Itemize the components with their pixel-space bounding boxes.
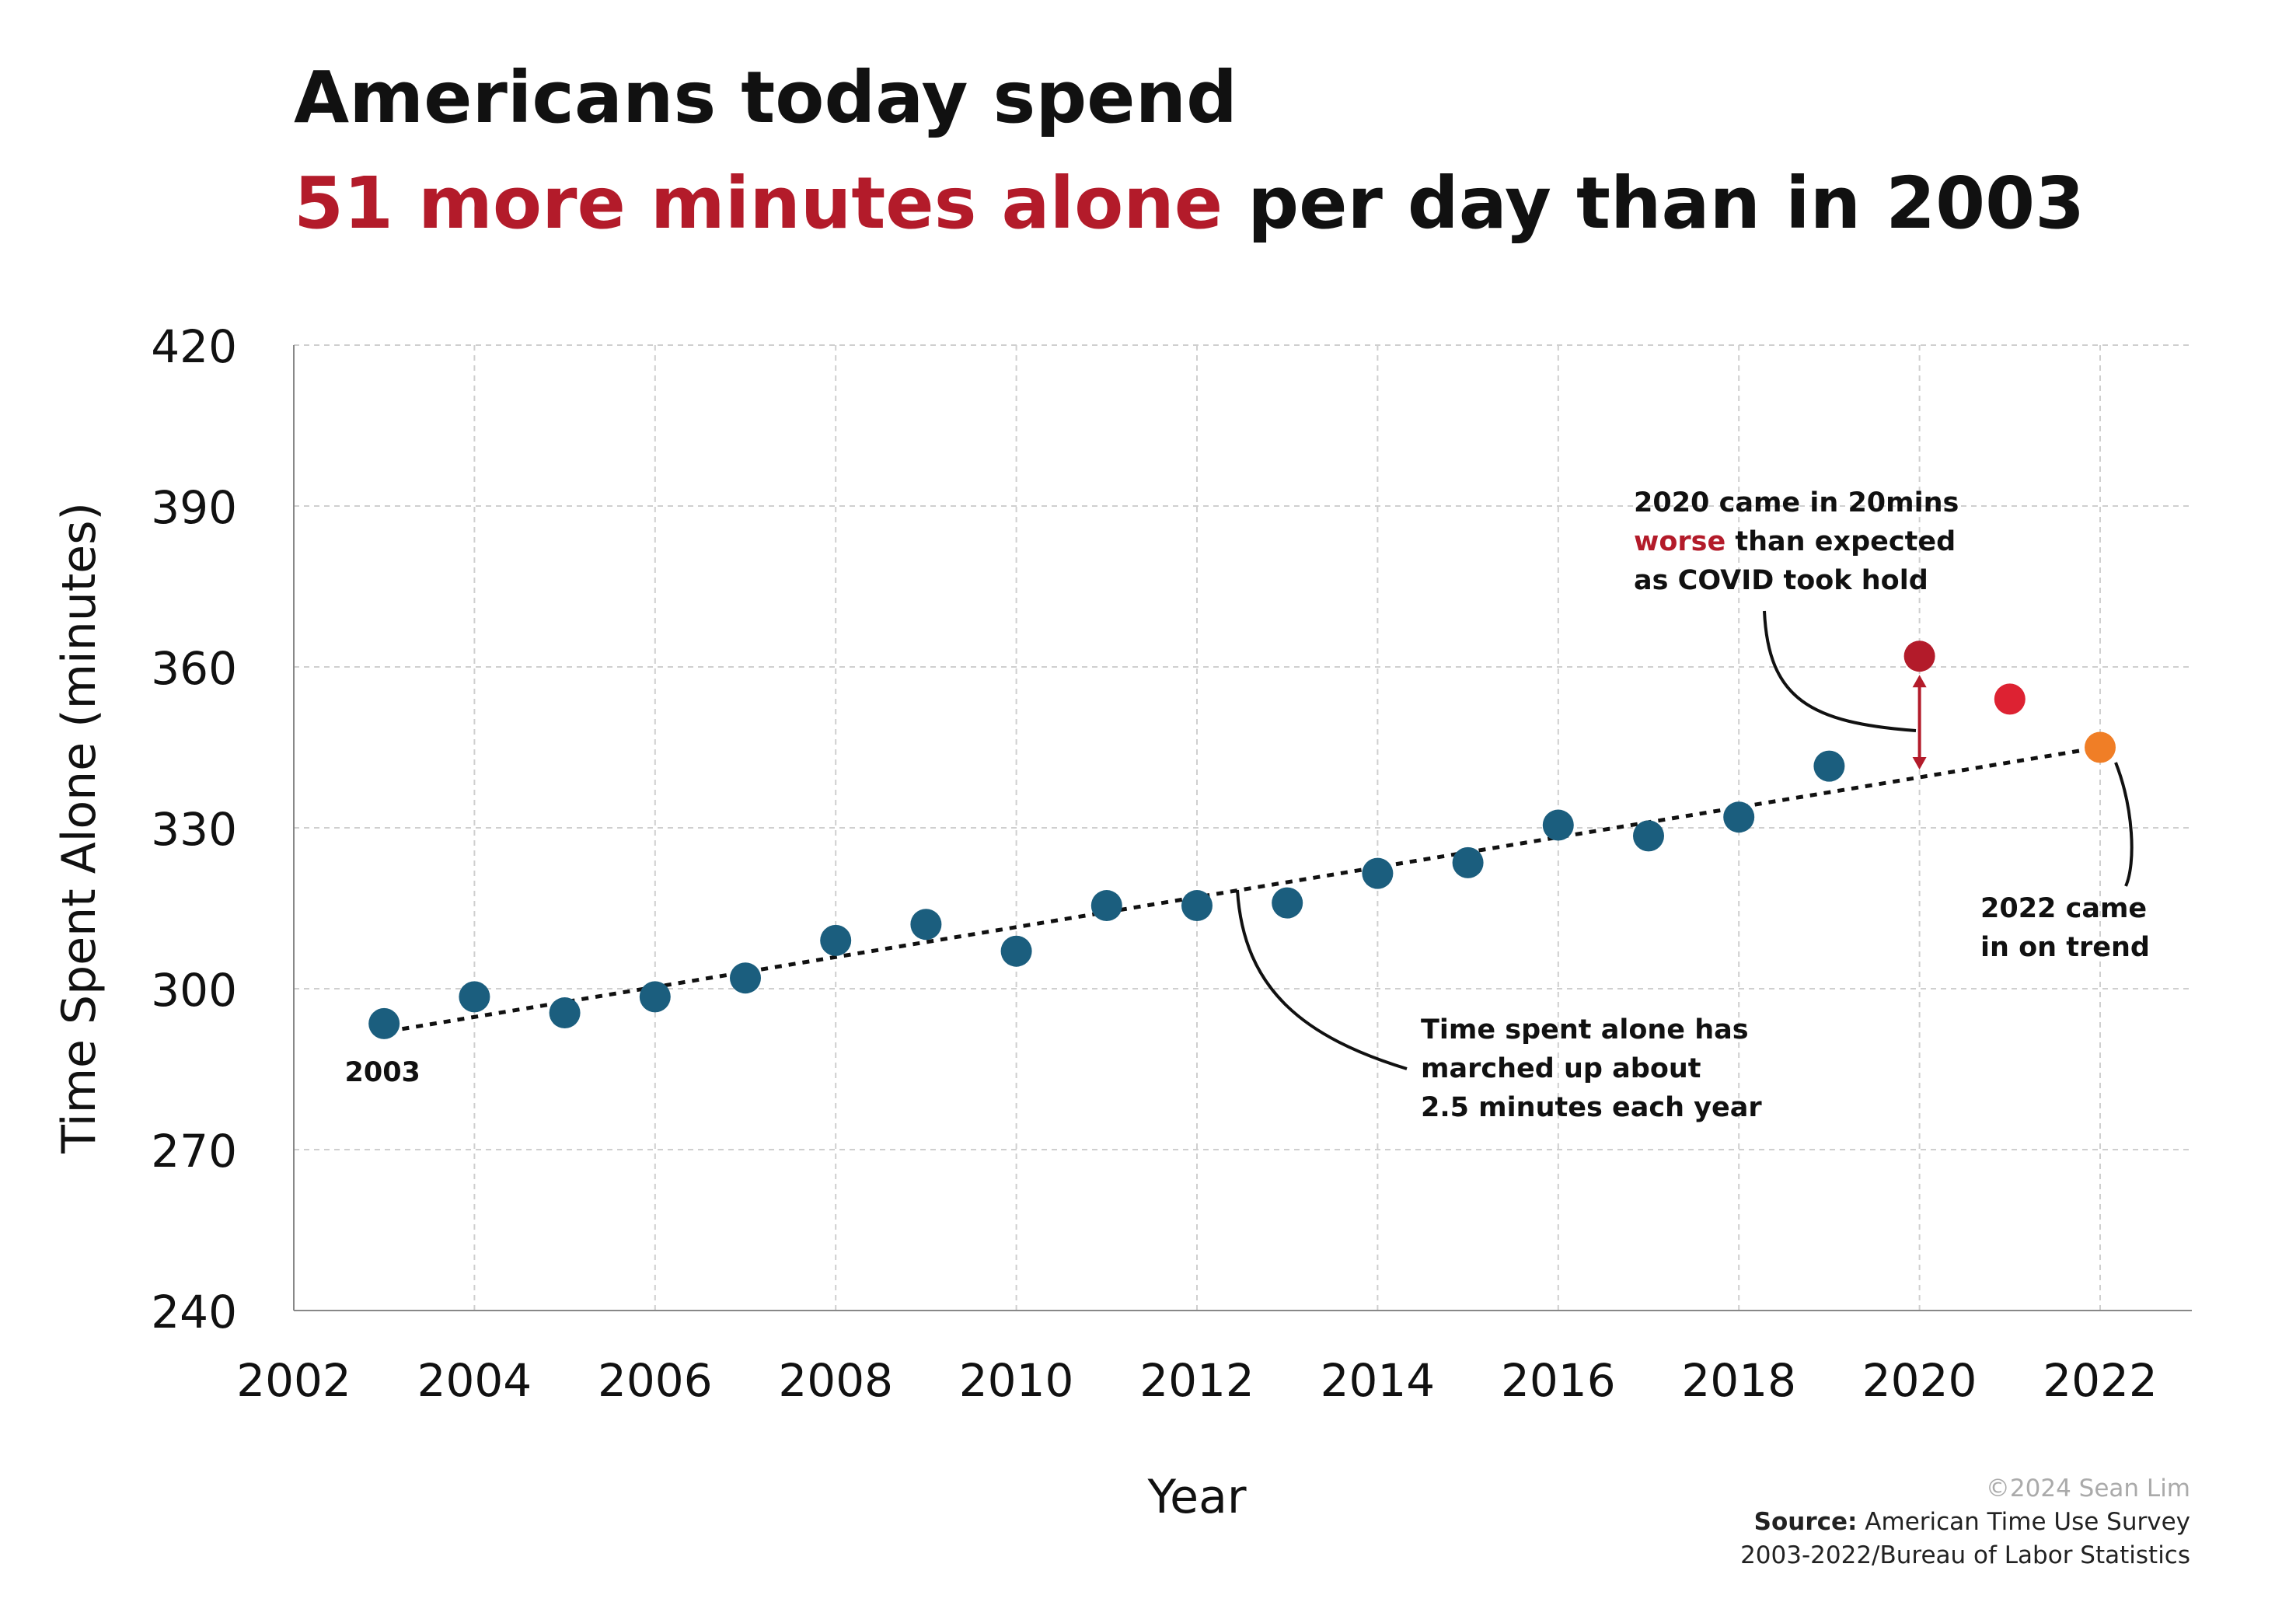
tick-labels: 240 270 300 330 360 390 420 2002 2004 2006 2008 201… [151, 320, 2158, 1407]
y-tick-label: 300 [151, 964, 237, 1017]
data-point [1994, 683, 2026, 715]
data-point [820, 924, 852, 956]
x-tick-label: 2004 [417, 1354, 532, 1407]
data-point [368, 1007, 400, 1039]
data-point [1362, 857, 1394, 889]
x-tick-label: 2006 [598, 1354, 713, 1407]
data-point [459, 981, 490, 1013]
data-point [2085, 731, 2116, 763]
data-point [730, 962, 761, 994]
y-tick-label: 420 [151, 320, 237, 373]
data-point [910, 909, 942, 941]
covid-annotation: 2020 came in 20mins worse than expected … [1634, 487, 1969, 596]
data-point [1633, 820, 1664, 852]
x-tick-label: 2002 [236, 1354, 351, 1407]
data-point [549, 997, 581, 1029]
x-tick-label: 2022 [2043, 1354, 2158, 1407]
data-point [1542, 809, 1574, 841]
axes [293, 345, 2192, 1311]
x-tick-label: 2012 [1139, 1354, 1254, 1407]
chart-title-line-2: 51 more minutes alone per day than in 20… [294, 168, 2085, 239]
x-tick-label: 2020 [1862, 1354, 1977, 1407]
data-point [1723, 801, 1755, 833]
trend-annotation: Time spent alone has marched up about 2.… [1421, 1014, 1762, 1123]
y-tick-label: 240 [151, 1286, 237, 1339]
data-points [368, 640, 2116, 1039]
trend-connector [1236, 889, 1408, 1070]
worse-highlight: worse [1634, 526, 1725, 557]
title-highlight: 51 more minutes alone [294, 162, 1223, 245]
covid-arrow-head-up [1912, 675, 1927, 688]
on-trend-connector [2114, 762, 2134, 887]
data-point [1272, 887, 1303, 919]
x-tick-label: 2008 [778, 1354, 893, 1407]
source-period: 2003-2022/Bureau of Labor Statistics [1740, 1541, 2190, 1569]
on-trend-annotation: 2022 came in on trend [1980, 893, 2156, 963]
data-point [1813, 750, 1845, 782]
covid-arrow-head-down [1912, 757, 1927, 770]
annotations: 2020 came in 20mins worse than expected … [344, 487, 2156, 1123]
covid-connector [1763, 610, 1917, 732]
source-text: American Time Use Survey [1857, 1508, 2190, 1536]
trendline-group [402, 675, 2101, 1031]
data-point [1452, 846, 1484, 878]
grid-lines [294, 344, 2192, 1311]
x-axis-label: Year [1146, 1470, 1246, 1524]
y-tick-label: 390 [151, 481, 237, 534]
title-rest: per day than in 2003 [1223, 162, 2085, 245]
y-axis-label: Time Spent Alone (minutes) [52, 502, 106, 1154]
point-label-2003: 2003 [344, 1057, 420, 1088]
data-point [1090, 890, 1122, 922]
x-tick-label: 2016 [1501, 1354, 1616, 1407]
source-line: Source: American Time Use Survey [1754, 1508, 2190, 1536]
x-tick-label: 2010 [959, 1354, 1074, 1407]
data-point [1181, 890, 1213, 922]
x-tick-label: 2018 [1681, 1354, 1796, 1407]
source-label: Source: [1753, 1508, 1858, 1536]
data-point [1000, 935, 1032, 967]
x-tick-label: 2014 [1321, 1354, 1436, 1407]
y-tick-label: 330 [151, 803, 237, 856]
y-tick-label: 360 [151, 642, 237, 695]
copyright-notice: ©2024 Sean Lim [1985, 1475, 2190, 1503]
y-tick-label: 270 [151, 1125, 237, 1178]
chart-title-line-1: Americans today spend [294, 56, 1237, 139]
data-point [1903, 640, 1935, 672]
data-point [639, 981, 671, 1013]
